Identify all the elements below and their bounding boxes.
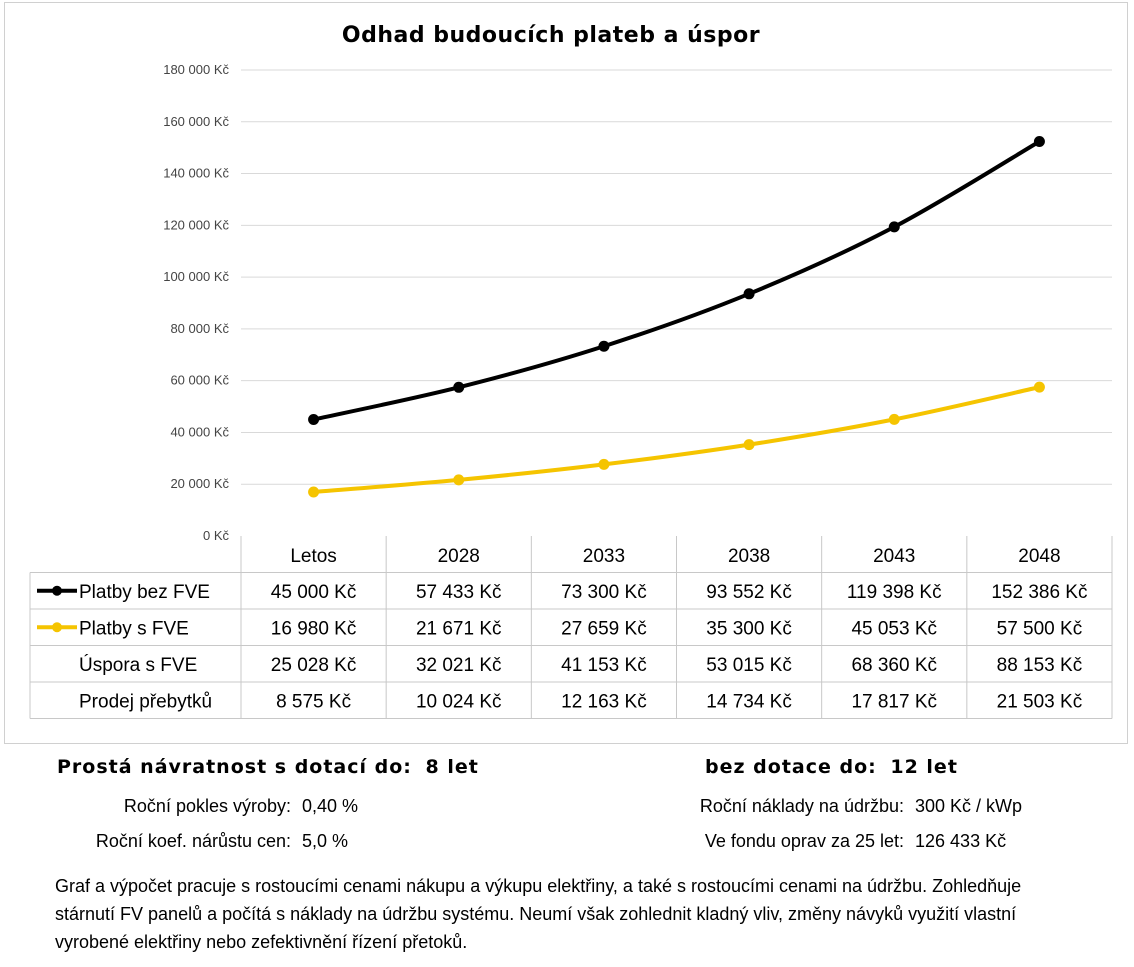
repair-fund-label: Ve fondu oprav za 25 let: [704, 831, 904, 851]
table-cell: 35 300 Kč [706, 618, 792, 639]
row-label: Prodej přebytků [79, 691, 212, 712]
series-line [311, 385, 1042, 495]
table-cell: 88 153 Kč [997, 655, 1083, 676]
y-tick-label: 80 000 Kč [170, 321, 229, 336]
table-cell: 45 000 Kč [271, 582, 357, 603]
data-point [598, 340, 610, 352]
maintenance-cost-value: 300 Kč / kWp [915, 796, 1023, 816]
production-decline: Roční pokles výroby: 0,40 % [55, 796, 358, 817]
table-cell: 93 552 Kč [706, 582, 792, 603]
series-line [311, 139, 1042, 422]
y-tick-label: 140 000 Kč [163, 166, 229, 181]
payback-without-subsidy-value: 12 let [890, 756, 958, 778]
price-growth: Roční koef. nárůstu cen: 5,0 % [55, 831, 348, 852]
x-tick-label: 2028 [438, 546, 480, 567]
y-tick-label: 20 000 Kč [170, 476, 229, 491]
data-point [743, 288, 755, 300]
data-point [308, 486, 320, 498]
data-point [598, 458, 610, 470]
chart-frame: Odhad budoucích plateb a úspor 0 Kč 20 00… [4, 2, 1128, 744]
payback-with-subsidy: Prostá návratnost s dotací do: 8 let [57, 756, 479, 778]
table-cell: 17 817 Kč [851, 691, 937, 712]
x-tick-label: 2033 [583, 546, 625, 567]
series-2 [308, 381, 1045, 498]
data-point [1033, 135, 1045, 147]
row-label: Úspora s FVE [79, 654, 197, 676]
table-cell: 57 500 Kč [997, 618, 1083, 639]
x-tick-label: Letos [290, 546, 336, 567]
production-decline-label: Roční pokles výroby: [123, 796, 291, 816]
line-chart: Odhad budoucích plateb a úspor 0 Kč 20 00… [29, 23, 1113, 719]
table-cell: 32 021 Kč [416, 655, 502, 676]
maintenance-cost: Roční náklady na údržbu: 300 Kč / kWp [650, 796, 1022, 817]
series-1 [308, 135, 1045, 425]
repair-fund-value: 126 433 Kč [915, 831, 1007, 851]
production-decline-value: 0,40 % [302, 796, 359, 816]
chart-title: Odhad budoucích plateb a úspor [342, 23, 760, 48]
x-tick-label: 2043 [873, 546, 915, 567]
legend-marker [52, 585, 62, 596]
repair-fund: Ve fondu oprav za 25 let: 126 433 Kč [650, 831, 1006, 852]
explanatory-note: Graf a výpočet pracuje s rostoucími cena… [55, 876, 1022, 952]
table-cell: 8 575 Kč [276, 691, 351, 712]
table-cell: 21 671 Kč [416, 618, 502, 639]
price-growth-value: 5,0 % [302, 831, 349, 851]
maintenance-cost-label: Roční náklady na údržbu: [699, 796, 904, 816]
y-tick-label: 60 000 Kč [170, 373, 229, 388]
table-cell: 68 360 Kč [851, 655, 937, 676]
table-cell: 14 734 Kč [706, 691, 792, 712]
table-cell: 45 053 Kč [851, 618, 937, 639]
y-tick-label: 120 000 Kč [163, 217, 229, 232]
table-cell: 73 300 Kč [561, 582, 647, 603]
price-growth-label: Roční koef. nárůstu cen: [95, 831, 291, 851]
payback-with-subsidy-label: Prostá návratnost s dotací do: [57, 756, 412, 778]
table-cell: 27 659 Kč [561, 618, 647, 639]
table-cell: 25 028 Kč [271, 655, 357, 676]
y-tick-label: 180 000 Kč [163, 62, 229, 77]
table-cell: 16 980 Kč [271, 618, 357, 639]
data-point [1033, 381, 1045, 393]
data-point [453, 381, 465, 393]
x-tick-label: 2048 [1018, 546, 1060, 567]
y-tick-label: 100 000 Kč [163, 269, 229, 284]
table-cell: 10 024 Kč [416, 691, 502, 712]
data-point [888, 221, 900, 233]
data-point [743, 439, 755, 451]
table-cell: 41 153 Kč [561, 655, 647, 676]
data-point [888, 413, 900, 425]
y-tick-label: 40 000 Kč [170, 424, 229, 439]
y-tick-label: 0 Kč [203, 528, 230, 543]
payback-without-subsidy: bez dotace do: 12 let [705, 756, 958, 778]
table-cell: 53 015 Kč [706, 655, 792, 676]
table-cell: 152 386 Kč [991, 582, 1087, 603]
data-point [308, 414, 320, 425]
row-label: Platby s FVE [79, 618, 189, 639]
table-cell: 119 398 Kč [847, 582, 942, 603]
table-cell: 12 163 Kč [561, 691, 647, 712]
payback-with-subsidy-value: 8 let [425, 756, 479, 778]
x-tick-label: 2038 [728, 546, 770, 567]
row-label: Platby bez FVE [79, 582, 210, 603]
table-cell: 57 433 Kč [416, 582, 502, 603]
y-tick-label: 160 000 Kč [163, 114, 229, 129]
data-point [453, 474, 465, 486]
payback-without-subsidy-label: bez dotace do: [705, 756, 877, 778]
table-cell: 21 503 Kč [997, 691, 1083, 712]
legend-marker [52, 622, 62, 633]
